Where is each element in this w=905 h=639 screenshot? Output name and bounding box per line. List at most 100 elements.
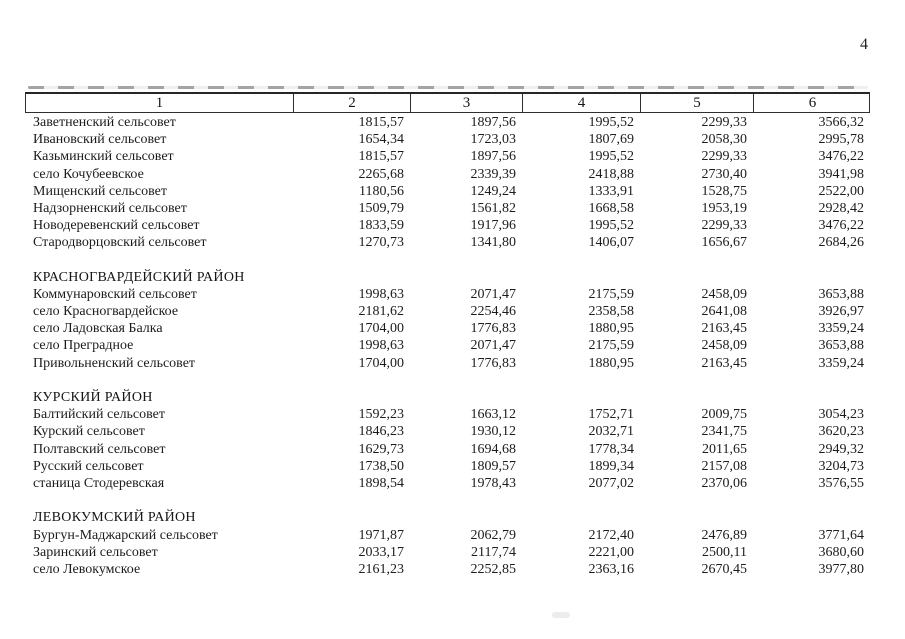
row-value-col2: 1998,63 (358, 338, 405, 354)
row-value-col3: 1917,96 (470, 218, 517, 234)
row-value-col4: 1880,95 (588, 321, 635, 337)
row-settlement-name: село Красногвардейское (33, 304, 179, 320)
row-value-col4: 2363,16 (588, 561, 635, 577)
row-value-col2: 1629,73 (358, 441, 405, 457)
table-row: село Красногвардейское 2181,62 2254,46 2… (25, 303, 870, 320)
table-row: Казьминский сельсовет 1815,57 1897,56 19… (25, 148, 870, 165)
table-row: Заветненский сельсовет 1815,57 1897,56 1… (25, 114, 870, 131)
district-section-title: ЛЕВОКУМСКИЙ РАЙОН (33, 510, 196, 526)
row-value-col5: 2157,08 (701, 458, 748, 474)
row-value-col6: 3926,97 (818, 304, 865, 320)
row-value-col3: 1341,80 (470, 235, 517, 251)
scan-artifact-line (28, 86, 868, 89)
row-value-col4: 2358,58 (588, 304, 635, 320)
row-value-col2: 1815,57 (358, 115, 405, 130)
page-number: 4 (860, 36, 868, 53)
row-value-col2: 2181,62 (358, 304, 405, 320)
row-settlement-name: Казьминский сельсовет (33, 149, 174, 165)
row-value-col2: 1270,73 (358, 235, 405, 251)
row-value-col2: 1971,87 (358, 527, 405, 543)
row-value-col5: 1656,67 (701, 235, 748, 251)
row-value-col6: 2684,26 (818, 235, 865, 251)
row-value-col2: 1815,57 (358, 149, 405, 165)
row-value-col2: 1998,63 (358, 286, 405, 302)
row-value-col5: 2500,11 (702, 544, 747, 560)
row-value-col5: 1528,75 (701, 183, 748, 199)
row-value-col3: 2339,39 (470, 166, 517, 182)
row-value-col3: 1723,03 (470, 132, 517, 148)
row-value-col2: 1846,23 (358, 424, 405, 440)
table-row: Стародворцовский сельсовет 1270,73 1341,… (25, 234, 870, 251)
row-value-col5: 2370,06 (701, 475, 748, 491)
scan-artifact-smudge (552, 612, 570, 618)
row-value-col4: 1995,52 (588, 149, 635, 165)
row-value-col6: 3204,73 (818, 458, 865, 474)
row-value-col6: 3680,60 (818, 544, 865, 560)
row-settlement-name: Заринский сельсовет (33, 544, 158, 560)
row-value-col3: 1561,82 (470, 200, 517, 216)
district-section-title: КРАСНОГВАРДЕЙСКИЙ РАЙОН (33, 269, 245, 285)
header-cell-2: 2 (294, 94, 411, 112)
row-value-col5: 2058,30 (701, 132, 748, 148)
row-value-col6: 2995,78 (818, 132, 865, 148)
row-settlement-name: Стародворцовский сельсовет (33, 235, 207, 251)
table-row: Привольненский сельсовет 1704,00 1776,83… (25, 355, 870, 372)
row-settlement-name: Курский сельсовет (33, 424, 145, 440)
row-settlement-name: Мищенский сельсовет (33, 183, 167, 199)
row-value-col3: 2071,47 (470, 338, 517, 354)
row-value-col6: 2928,42 (818, 200, 865, 216)
row-value-col4: 2221,00 (588, 544, 635, 560)
row-value-col5: 2670,45 (701, 561, 748, 577)
row-value-col6: 2949,32 (818, 441, 865, 457)
row-value-col4: 1406,07 (588, 235, 635, 251)
row-value-col6: 2522,00 (818, 183, 865, 199)
row-value-col6: 3653,88 (818, 338, 865, 354)
row-value-col6: 3941,98 (818, 166, 865, 182)
header-cell-3: 3 (411, 94, 523, 112)
table-row: Курский сельсовет 1846,23 1930,12 2032,7… (25, 423, 870, 440)
row-settlement-name: Бургун-Маджарский сельсовет (33, 527, 218, 543)
row-value-col3: 1776,83 (470, 355, 517, 371)
header-cell-5: 5 (641, 94, 754, 112)
row-value-col3: 1897,56 (470, 149, 517, 165)
row-value-col4: 1668,58 (588, 200, 635, 216)
row-value-col4: 2172,40 (588, 527, 635, 543)
row-settlement-name: Полтавский сельсовет (33, 441, 166, 457)
row-value-col6: 3054,23 (818, 407, 865, 423)
table-row: село Ладовская Балка 1704,00 1776,83 188… (25, 320, 870, 337)
row-value-col6: 3576,55 (818, 475, 865, 491)
tariff-table: 1 2 3 4 5 6 Заветненский сельсовет 1815,… (25, 92, 870, 578)
row-value-col5: 1953,19 (701, 200, 748, 216)
row-value-col4: 1752,71 (588, 407, 635, 423)
row-value-col4: 1995,52 (588, 218, 635, 234)
row-value-col2: 1738,50 (358, 458, 405, 474)
row-settlement-name: село Кочубеевское (33, 166, 144, 182)
row-value-col5: 2009,75 (701, 407, 748, 423)
row-settlement-name: село Ладовская Балка (33, 321, 163, 337)
row-value-col2: 1592,23 (358, 407, 405, 423)
row-value-col2: 1898,54 (358, 475, 405, 491)
row-settlement-name: село Левокумское (33, 561, 141, 577)
row-settlement-name: село Преградное (33, 338, 134, 354)
row-value-col5: 2011,65 (702, 441, 747, 457)
table-row: Новодеревенский сельсовет 1833,59 1917,9… (25, 217, 870, 234)
row-value-col2: 1180,56 (359, 183, 404, 199)
table-row: Надзорненский сельсовет 1509,79 1561,82 … (25, 200, 870, 217)
row-value-col2: 2265,68 (358, 166, 405, 182)
row-value-col6: 3476,22 (818, 149, 865, 165)
row-value-col4: 1995,52 (588, 115, 635, 130)
row-value-col4: 1880,95 (588, 355, 635, 371)
row-value-col5: 2299,33 (701, 115, 748, 130)
table-row: Коммунаровский сельсовет 1998,63 2071,47… (25, 286, 870, 303)
row-value-col2: 1654,34 (358, 132, 405, 148)
row-value-col4: 2175,59 (588, 338, 635, 354)
row-value-col5: 2341,75 (701, 424, 748, 440)
table-row: село Левокумское 2161,23 2252,85 2363,16… (25, 561, 870, 578)
row-value-col4: 2418,88 (588, 166, 635, 182)
row-value-col6: 3977,80 (818, 561, 865, 577)
row-value-col3: 1663,12 (470, 407, 517, 423)
row-value-col6: 3653,88 (818, 286, 865, 302)
row-value-col6: 3620,23 (818, 424, 865, 440)
table-row: Заринский сельсовет 2033,17 2117,74 2221… (25, 544, 870, 561)
row-value-col5: 2299,33 (701, 218, 748, 234)
